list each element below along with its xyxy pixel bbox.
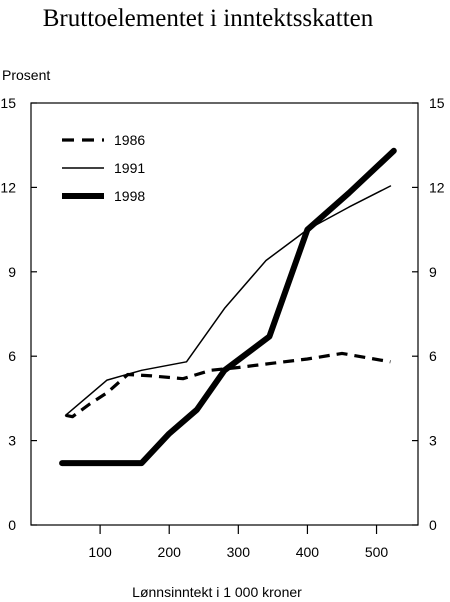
x-tick-label-200: 200: [158, 544, 182, 560]
y-tick-label-right-15: 15: [429, 95, 445, 111]
legend-label-1998: 1998: [114, 188, 145, 204]
y-tick-label-left-15: 15: [0, 95, 16, 111]
y-tick-label-right-9: 9: [429, 264, 437, 280]
chart-title: Bruttoelementet i inntektsskatten: [43, 5, 374, 32]
x-tick-label-400: 400: [296, 544, 320, 560]
y-tick-label-right-6: 6: [429, 348, 437, 364]
legend-label-1986: 1986: [114, 132, 145, 148]
y-axis-label: Prosent: [2, 67, 50, 83]
plot-frame: [30, 102, 419, 526]
axes: 0 0 3 3 6 6 9 9 12 12 15 15 100 200 300 400 500: [0, 95, 444, 560]
series-line-1986: [65, 351, 391, 419]
y-tick-label-left-0: 0: [8, 517, 16, 533]
y-tick-label-right-0: 0: [429, 517, 437, 533]
y-tick-label-right-3: 3: [429, 433, 437, 449]
x-axis-label: Lønnsinntekt i 1 000 kroner: [132, 584, 302, 600]
x-tick-label-500: 500: [365, 544, 389, 560]
series-line-1991: [64, 185, 392, 417]
y-tick-label-left-6: 6: [8, 348, 16, 364]
legend: 1986 1991 1998: [62, 132, 145, 204]
x-tick-label-100: 100: [88, 544, 112, 560]
legend-label-1991: 1991: [114, 160, 145, 176]
y-tick-label-left-3: 3: [8, 433, 16, 449]
series-layer: [59, 147, 397, 467]
y-tick-label-left-12: 12: [0, 179, 16, 195]
series-line-1998: [59, 147, 397, 467]
x-tick-label-300: 300: [227, 544, 251, 560]
y-tick-label-right-12: 12: [429, 179, 445, 195]
y-tick-label-left-9: 9: [8, 264, 16, 280]
